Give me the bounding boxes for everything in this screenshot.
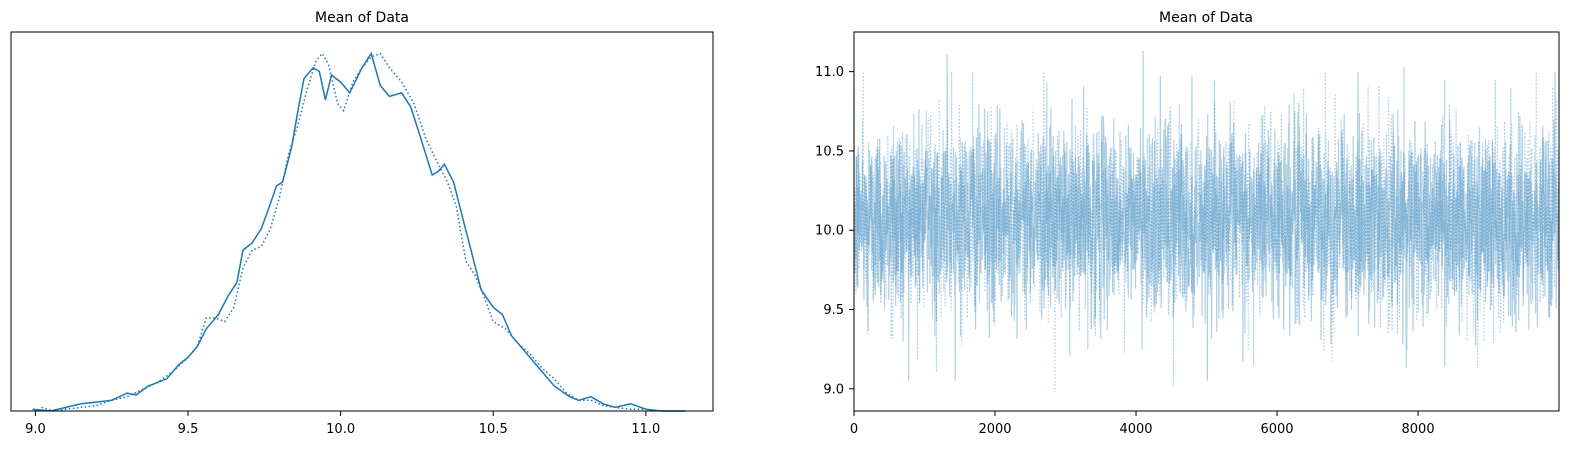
kde-panel: Mean of Data 9.0 9.5 10.0 10.5 11.0 <box>10 10 714 437</box>
kde-line-solid <box>32 51 686 412</box>
kde-x-tick-label: 10.5 <box>479 422 508 437</box>
trace-x-tick-label: 4000 <box>1119 422 1152 437</box>
trace-x-tick-label: 0 <box>850 422 858 437</box>
kde-x-tick-label: 9.5 <box>178 422 199 437</box>
kde-x-tick-label: 9.0 <box>25 422 46 437</box>
kde-title: Mean of Data <box>315 10 409 26</box>
trace-x-axis: 0 2000 4000 6000 8000 <box>850 411 1435 437</box>
trace-x-tick-label: 2000 <box>978 422 1011 437</box>
trace-x-tick-label: 6000 <box>1260 422 1293 437</box>
trace-y-tick-label: 9.0 <box>823 382 844 397</box>
kde-x-tick-label: 10.0 <box>326 422 355 437</box>
trace-plot-area <box>853 50 1560 393</box>
kde-x-axis: 9.0 9.5 10.0 10.5 11.0 <box>25 411 660 437</box>
trace-x-tick-label: 8000 <box>1402 422 1435 437</box>
kde-plot-area <box>32 51 686 412</box>
trace-frame <box>853 31 1560 412</box>
trace-title: Mean of Data <box>1159 10 1253 26</box>
kde-line-dotted <box>41 52 686 412</box>
trace-y-axis: 9.0 9.5 10.0 10.5 11.0 <box>815 65 854 397</box>
trace-panel: Mean of Data 0 2000 4000 6000 8000 9.0 9.5 10.… <box>815 10 1560 437</box>
trace-y-tick-label: 10.0 <box>815 224 844 239</box>
trace-y-tick-label: 11.0 <box>815 65 844 80</box>
trace-line-dotted <box>853 66 1560 393</box>
trace-y-tick-label: 10.5 <box>815 144 844 159</box>
kde-frame <box>10 31 714 412</box>
kde-x-tick-label: 11.0 <box>631 422 660 437</box>
trace-y-tick-label: 9.5 <box>823 303 844 318</box>
trace-line-solid <box>853 50 1560 381</box>
